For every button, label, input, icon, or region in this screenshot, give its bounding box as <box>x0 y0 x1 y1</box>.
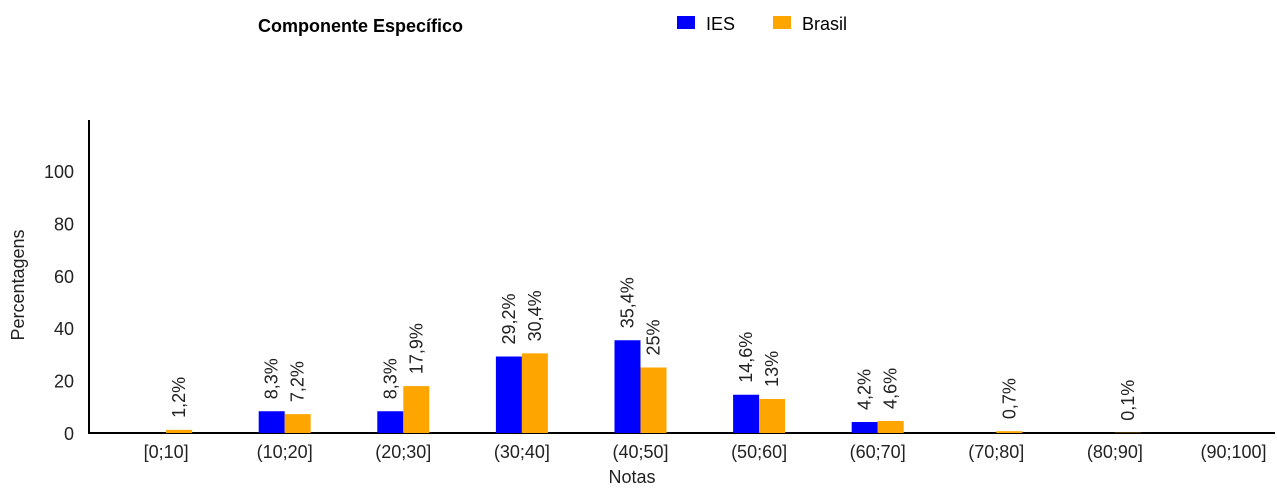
data-label-brasil-0: 1,2% <box>169 377 189 418</box>
x-tick-label: (90;100] <box>1200 442 1266 462</box>
bar-brasil-1 <box>284 414 311 433</box>
data-label-ies-2: 8,3% <box>380 358 400 399</box>
legend-label-ies: IES <box>706 14 735 34</box>
data-label-brasil-6: 4,6% <box>881 368 901 409</box>
data-label-ies-3: 29,2% <box>499 293 519 344</box>
data-label-brasil-5: 13% <box>762 351 782 387</box>
x-tick-label: (30;40] <box>494 442 550 462</box>
data-label-ies-5: 14,6% <box>736 332 756 383</box>
x-tick-label: (60;70] <box>850 442 906 462</box>
bar-brasil-6 <box>877 420 904 433</box>
y-tick-label: 20 <box>54 372 74 392</box>
data-label-brasil-2: 17,9% <box>406 323 426 374</box>
x-tick-label: (40;50] <box>612 442 668 462</box>
legend: IES Brasil <box>677 14 847 34</box>
bar-ies-4 <box>614 340 641 433</box>
bar-brasil-3 <box>521 353 548 433</box>
y-tick-label: 40 <box>54 319 74 339</box>
data-label-brasil-7: 0,7% <box>999 378 1019 419</box>
bar-ies-5 <box>733 394 760 433</box>
bar-brasil-5 <box>759 398 786 433</box>
y-axis-title: Percentagens <box>8 229 28 340</box>
y-tick-label: 0 <box>64 424 74 444</box>
data-label-brasil-4: 25% <box>643 319 663 355</box>
data-label-ies-4: 35,4% <box>617 277 637 328</box>
bar-ies-6 <box>851 421 878 433</box>
data-label-ies-6: 4,2% <box>855 369 875 410</box>
bar-brasil-4 <box>640 367 667 433</box>
x-tick-labels: [0;10] (10;20] (20;30] (30;40] (40;50] (50;60… <box>144 442 1267 462</box>
bar-brasil-0 <box>166 429 193 433</box>
chart-title: Componente Específico <box>258 16 463 36</box>
legend-swatch-ies <box>677 16 695 29</box>
y-tick-label: 100 <box>44 162 74 182</box>
bar-ies-2 <box>377 411 404 433</box>
x-tick-label: [0;10] <box>144 442 189 462</box>
x-tick-label: (70;80] <box>968 442 1024 462</box>
data-labels: 1,2% 8,3% 7,2% 8,3% 17,9% 29,2% 30,4% 35,4% 25% 1… <box>169 277 1138 421</box>
y-tick-label: 80 <box>54 214 74 234</box>
data-label-ies-1: 8,3% <box>262 358 282 399</box>
bar-ies-1 <box>258 411 285 433</box>
bar-ies-3 <box>495 356 522 433</box>
x-axis-title: Notas <box>608 467 655 487</box>
data-label-brasil-8: 0,1% <box>1118 380 1138 421</box>
bar-brasil-2 <box>403 386 430 433</box>
bar-brasil-7 <box>996 431 1023 433</box>
x-tick-label: (80;90] <box>1087 442 1143 462</box>
legend-label-brasil: Brasil <box>802 14 847 34</box>
data-label-brasil-3: 30,4% <box>525 290 545 341</box>
y-tick-label: 60 <box>54 267 74 287</box>
legend-swatch-brasil <box>773 16 791 29</box>
data-label-brasil-1: 7,2% <box>288 361 308 402</box>
x-tick-label: (10;20] <box>257 442 313 462</box>
x-tick-label: (20;30] <box>375 442 431 462</box>
x-tick-label: (50;60] <box>731 442 787 462</box>
bars <box>166 340 1141 433</box>
y-tick-labels: 0 20 40 60 80 100 <box>44 162 74 444</box>
